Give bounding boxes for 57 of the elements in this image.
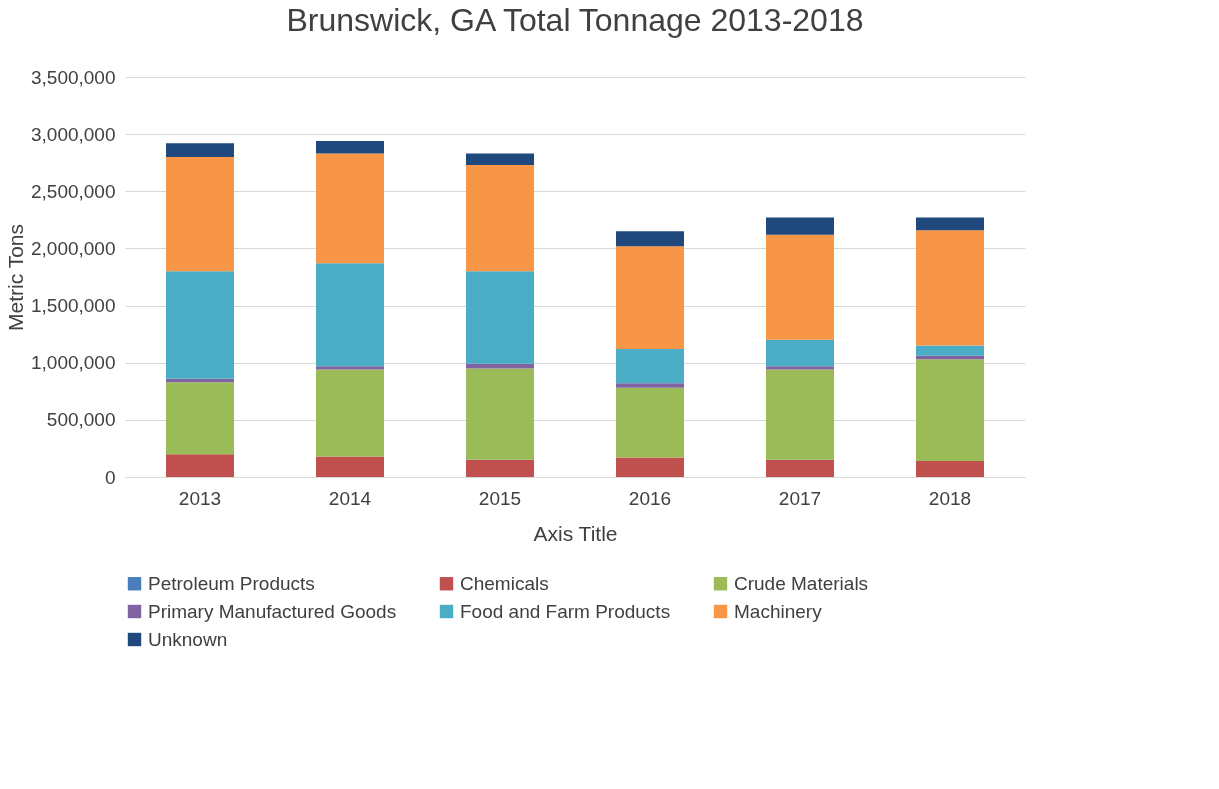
bar xyxy=(916,345,984,356)
bar xyxy=(316,456,384,477)
bar xyxy=(316,153,384,264)
x-tick-label: 2017 xyxy=(778,487,822,509)
bar xyxy=(466,153,534,165)
bar xyxy=(166,157,234,272)
legend-label: Machinery xyxy=(734,600,823,622)
legend-label: Chemicals xyxy=(460,572,549,594)
legend-label: Crude Materials xyxy=(734,572,869,594)
bar xyxy=(616,457,684,477)
x-axis-title: Axis Title xyxy=(533,521,618,545)
bar xyxy=(766,366,834,370)
bar xyxy=(916,461,984,477)
x-tick-label: 2018 xyxy=(928,487,972,509)
y-axis-title: Metric Tons xyxy=(3,224,27,331)
y-tick-label: 1,000,000 xyxy=(30,352,116,374)
bar xyxy=(766,369,834,460)
bar xyxy=(616,349,684,384)
bar xyxy=(616,246,684,349)
legend-label: Food and Farm Products xyxy=(460,600,671,622)
y-tick-label: 2,500,000 xyxy=(30,180,116,202)
y-tick-label: 0 xyxy=(104,466,116,488)
bar xyxy=(616,231,684,247)
bar xyxy=(466,271,534,364)
bar xyxy=(316,141,384,154)
bar xyxy=(916,230,984,346)
y-tick-label: 3,500,000 xyxy=(30,66,116,88)
chart-title: Brunswick, GA Total Tonnage 2013-2018 xyxy=(286,2,864,38)
bar xyxy=(616,387,684,458)
bar xyxy=(166,382,234,455)
bar xyxy=(616,383,684,388)
y-tick-label: 1,500,000 xyxy=(30,295,116,317)
bar xyxy=(766,217,834,235)
bar xyxy=(316,263,384,367)
bar xyxy=(166,271,234,379)
x-tick-label: 2014 xyxy=(328,487,372,509)
bar xyxy=(466,368,534,460)
bar xyxy=(466,165,534,272)
legend-label: Petroleum Products xyxy=(148,572,315,594)
x-tick-label: 2015 xyxy=(478,487,522,509)
bar xyxy=(466,459,534,477)
bar xyxy=(166,143,234,157)
y-tick-label: 500,000 xyxy=(46,409,116,431)
y-tick-label: 3,000,000 xyxy=(30,123,116,145)
x-tick-label: 2016 xyxy=(628,487,672,509)
bar xyxy=(766,459,834,477)
y-tick-label: 2,000,000 xyxy=(30,237,116,259)
legend-label: Primary Manufactured Goods xyxy=(148,600,397,622)
x-tick-label: 2013 xyxy=(178,487,222,509)
bar xyxy=(166,454,234,477)
bar xyxy=(766,339,834,367)
bar xyxy=(316,369,384,457)
bar xyxy=(316,366,384,370)
bar xyxy=(916,217,984,231)
bar xyxy=(766,234,834,340)
bar xyxy=(916,359,984,461)
legend-label: Unknown xyxy=(148,628,228,650)
